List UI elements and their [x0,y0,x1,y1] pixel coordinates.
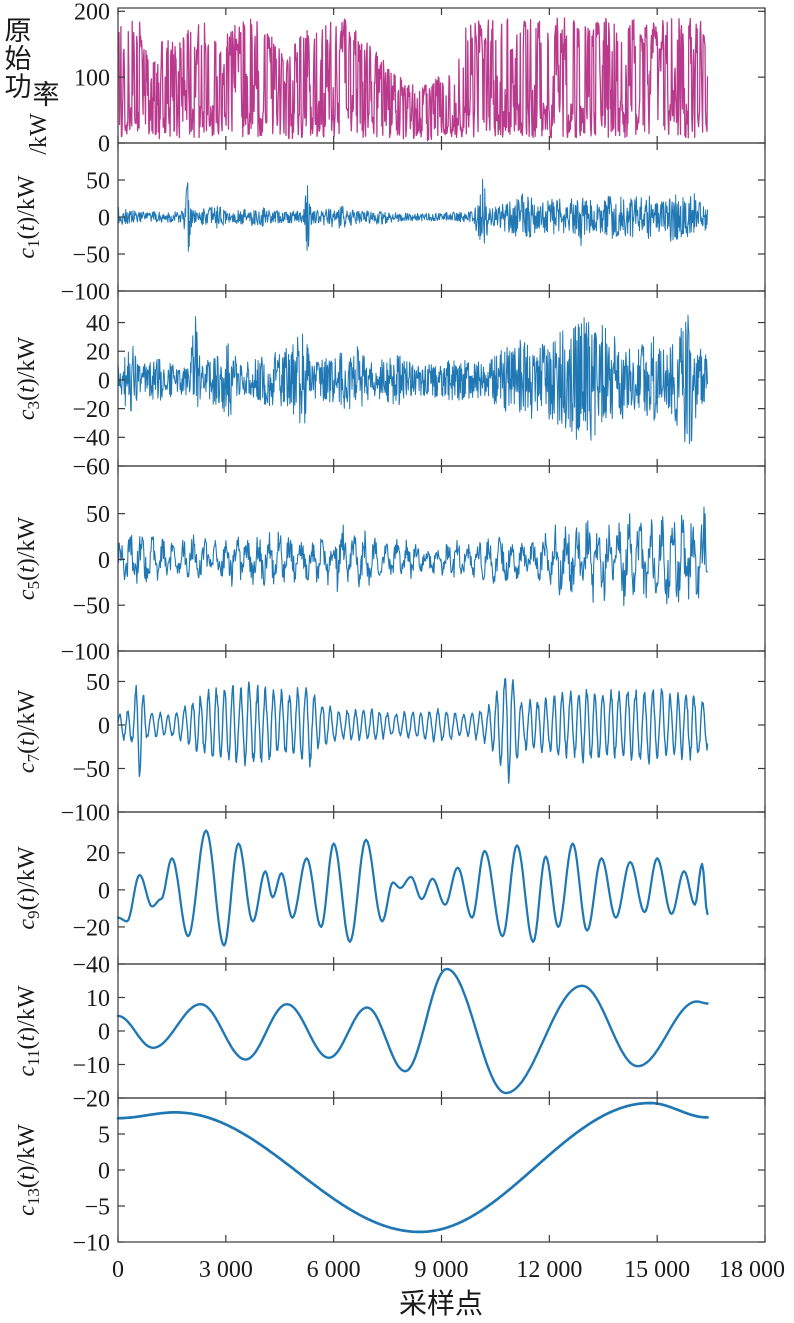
x-tick-label: 12 000 [516,1257,582,1283]
y-tick-label: 40 [86,311,110,337]
y-axis-label: c13(t)/kW [14,1124,43,1216]
panel-original-power: 0 100 200 原始功 率/kW [5,0,766,157]
panel-c9: −40 −20 0 20 c9(t)/kW [14,811,766,978]
panel-c7: −100 −50 0 50 c7(t)/kW [14,650,766,826]
y-tick-label: 0 [98,131,110,157]
y-tick-label: −40 [72,952,110,978]
y-axis-label: c9(t)/kW [14,846,43,929]
y-tick-label: 0 [98,1158,110,1184]
y-tick-label: 0 [98,713,110,739]
x-tick-label: 9 000 [415,1257,469,1283]
y-tick-label: −50 [72,757,110,783]
y-axis-label-cjk-char: 率 [33,80,60,110]
series-c9 [116,829,709,947]
y-tick-label: 100 [74,66,110,92]
x-tick-label: 15 000 [624,1257,690,1283]
y-tick-label: −100 [60,279,110,305]
y-tick-label: −5 [84,1194,110,1220]
y-axis-label-cjk-char: 原 [5,16,32,46]
y-axis-label-cjk-char: 始 [5,44,32,74]
y-tick-label: 0 [98,1019,110,1045]
panel-border [117,465,766,652]
y-tick-label: −100 [60,800,110,826]
panel-c13: −10 −5 0 5 0 3 000 6 000 9 000 12 000 15 000 18 00… [14,1097,785,1283]
y-tick-label: −50 [72,242,110,268]
y-axis-label: c3(t)/kW [14,337,43,420]
y-axis-label: c5(t)/kW [14,517,43,600]
panel-c11: −20 −10 0 10 c11(t)/kW [14,963,766,1112]
panel-c3: −60−40 −20 020 40 c3(t)/kW [14,290,766,480]
y-tick-label: 200 [74,0,110,26]
series-c1 [117,178,708,252]
x-tick-label: 0 [112,1257,124,1283]
y-tick-label: −50 [72,594,110,620]
y-tick-label: −10 [72,1053,110,1079]
y-tick-label: 20 [86,841,110,867]
x-axis-title: 采样点 [399,1288,483,1320]
y-tick-label: 50 [86,168,110,194]
series-original-power [117,17,709,142]
x-tick-label: 18 000 [719,1257,785,1283]
y-tick-label: −10 [72,1230,110,1256]
y-tick-label: 50 [86,502,110,528]
y-tick-label: −100 [60,639,110,665]
y-tick-label: −20 [72,915,110,941]
series-c11 [116,967,709,1095]
y-tick-label: 10 [86,986,110,1012]
panel-c5: −100 −50 0 50 c5(t)/kW [14,465,766,665]
y-axis-label: c1(t)/kW [14,175,43,258]
series-c13 [116,1101,709,1234]
y-tick-label: 50 [86,670,110,696]
panel-c1: −100 −50 0 50 c1(t)/kW [14,142,766,305]
y-tick-label: −20 [72,1086,110,1112]
y-tick-label: −40 [72,426,110,452]
y-tick-label: 0 [98,548,110,574]
y-tick-label: −60 [72,454,110,480]
y-axis-label-cjk-char: 功 [5,72,32,102]
y-tick-label: −20 [72,397,110,423]
y-axis-label-unit: /kW [26,113,52,155]
y-tick-label: 0 [98,878,110,904]
series-c7 [117,677,709,784]
y-tick-label: 20 [86,340,110,366]
y-axis-label: c11(t)/kW [14,985,43,1076]
y-tick-label: 0 [98,368,110,394]
series-c5 [117,506,709,607]
y-tick-label: 0 [98,205,110,231]
x-tick-label: 6 000 [307,1257,361,1283]
y-tick-label: 5 [98,1122,110,1148]
series-c3 [117,314,708,445]
y-axis-label: c7(t)/kW [14,690,43,773]
x-tick-label: 3 000 [199,1257,253,1283]
